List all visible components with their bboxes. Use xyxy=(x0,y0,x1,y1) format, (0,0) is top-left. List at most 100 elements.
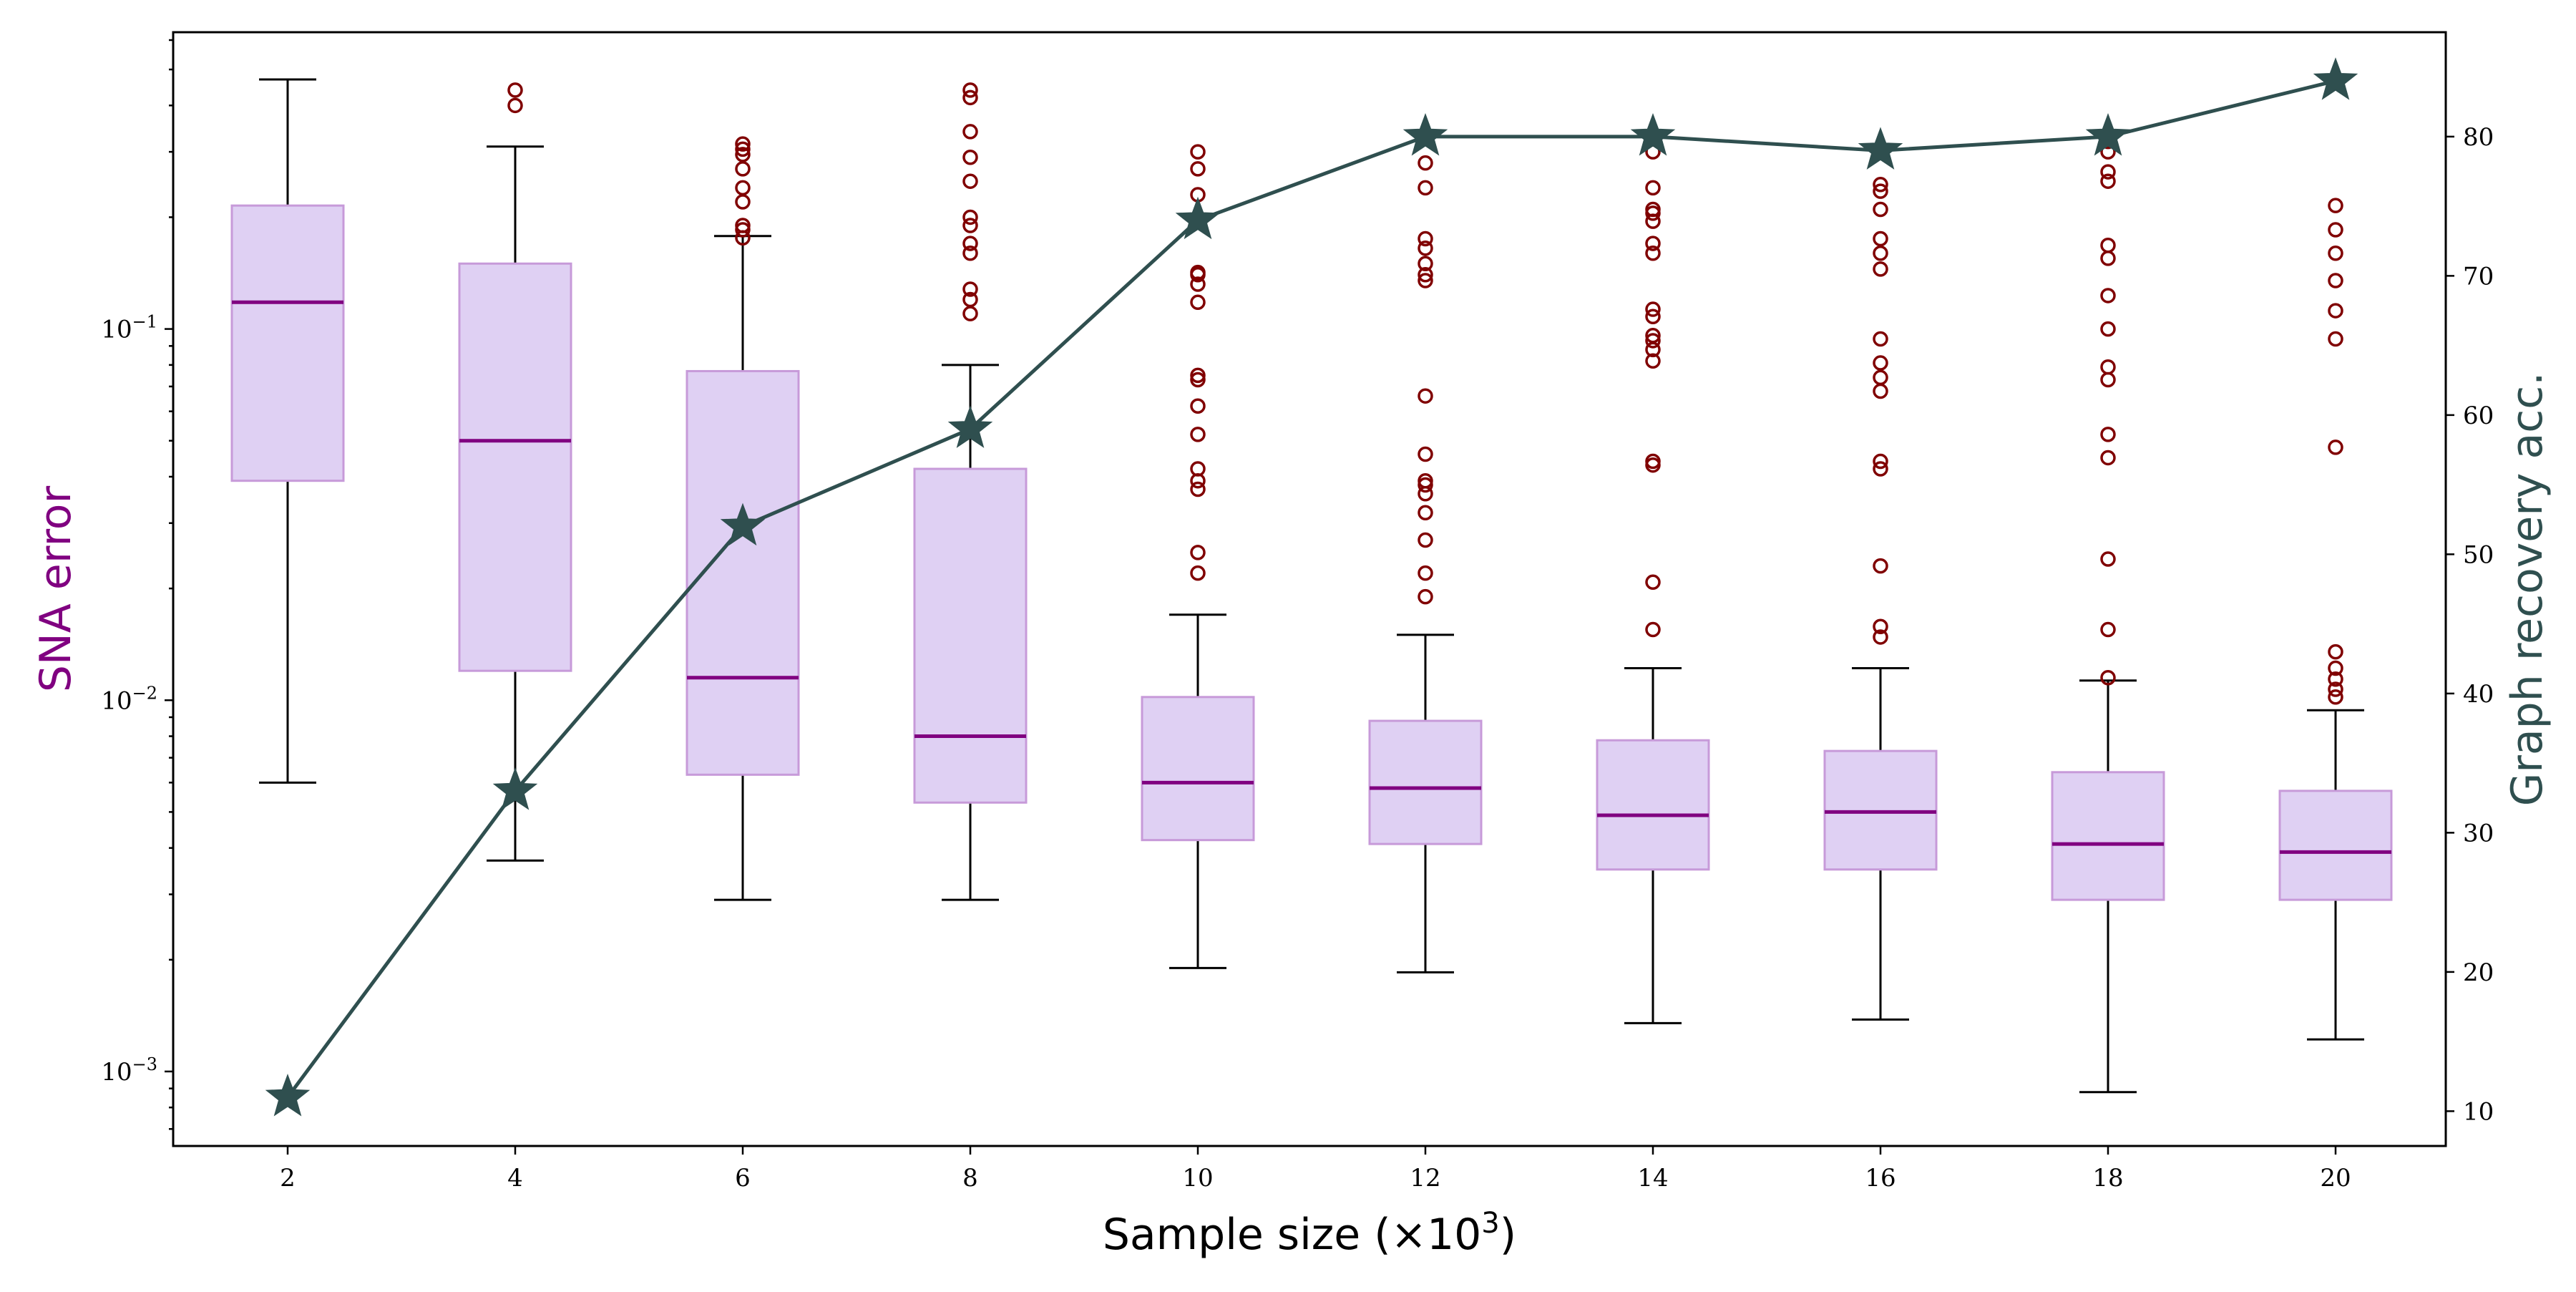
outlier-point xyxy=(962,245,978,261)
outlier-point xyxy=(1873,230,1888,247)
outlier-point xyxy=(507,97,523,114)
outlier-point xyxy=(1645,328,1661,344)
outlier-point xyxy=(1190,481,1206,497)
outlier-point xyxy=(1873,461,1888,477)
right-tick-label: 50 xyxy=(2463,540,2494,569)
outlier-point xyxy=(1645,245,1661,261)
outlier-point xyxy=(735,194,751,210)
outlier-point xyxy=(1418,273,1433,288)
outlier-point xyxy=(962,209,978,225)
outlier-point xyxy=(735,147,751,162)
outlier-point xyxy=(2328,689,2343,705)
outlier-point xyxy=(2100,621,2116,638)
outlier-point xyxy=(1190,294,1206,311)
left-tick-label-base: 10 xyxy=(101,316,132,344)
outlier-point xyxy=(2328,198,2343,213)
outlier-point xyxy=(1190,461,1206,477)
outlier-point xyxy=(735,222,751,238)
outlier-point xyxy=(1873,183,1888,199)
box-group-4 xyxy=(458,82,572,862)
box-group-16 xyxy=(1823,176,1938,1021)
outlier-point xyxy=(962,281,978,297)
left-tick-label: 10−1 xyxy=(101,312,157,344)
outlier-point xyxy=(1418,446,1433,462)
accuracy-star-marker xyxy=(720,502,766,546)
outlier-point xyxy=(1418,256,1433,272)
outlier-point xyxy=(2100,164,2116,180)
x-tick-label: 8 xyxy=(962,1164,978,1193)
right-tick-label: 30 xyxy=(2463,819,2494,847)
accuracy-star-marker xyxy=(1630,112,1676,156)
right-tick-label: 60 xyxy=(2463,402,2494,430)
outlier-point xyxy=(1190,545,1206,560)
x-tick-label: 2 xyxy=(280,1164,296,1193)
outlier-point xyxy=(2328,303,2343,319)
outlier-point xyxy=(1645,309,1661,325)
x-tick-label: 10 xyxy=(1182,1164,1213,1193)
outlier-point xyxy=(2100,371,2116,388)
box-group-8 xyxy=(913,82,1028,901)
outlier-point xyxy=(962,82,978,98)
left-tick-label-base: 10 xyxy=(101,686,132,715)
outlier-point xyxy=(1873,453,1888,470)
accuracy-star-marker xyxy=(265,1074,311,1117)
outlier-point xyxy=(1873,331,1888,347)
outlier-point xyxy=(1873,558,1888,574)
outlier-point xyxy=(1645,180,1661,196)
outlier-point xyxy=(962,89,978,106)
outlier-point xyxy=(2100,427,2116,442)
left-tick-label: 10−3 xyxy=(101,1054,157,1087)
right-tick-label: 10 xyxy=(2463,1097,2494,1126)
box-layer xyxy=(230,78,2393,1094)
outlier-point xyxy=(1190,565,1206,581)
outlier-point xyxy=(1418,532,1433,548)
x-tick-label: 18 xyxy=(2092,1164,2123,1193)
outlier-point xyxy=(1645,333,1661,349)
outlier-point xyxy=(1873,261,1888,277)
outlier-point xyxy=(1645,235,1661,251)
outlier-point xyxy=(1418,505,1433,521)
outlier-point xyxy=(1873,201,1888,218)
outlier-point xyxy=(2100,321,2116,337)
outlier-point xyxy=(507,82,523,98)
outlier-point xyxy=(1418,241,1433,256)
outlier-point xyxy=(1418,267,1433,283)
box-iqr xyxy=(913,467,1028,804)
box-iqr xyxy=(2278,790,2393,901)
outlier-point xyxy=(962,124,978,140)
x-tick-label: 4 xyxy=(507,1164,523,1193)
outlier-point xyxy=(1190,161,1206,177)
outlier-point xyxy=(1418,155,1433,171)
left-tick-label-base: 10 xyxy=(101,1058,132,1087)
outlier-point xyxy=(1873,383,1888,399)
outlier-point xyxy=(1190,371,1206,388)
outlier-point xyxy=(2100,288,2116,303)
left-tick-label-exponent: −2 xyxy=(132,683,157,703)
outlier-point xyxy=(1645,353,1661,369)
outlier-point xyxy=(735,136,751,152)
outlier-point xyxy=(1873,176,1888,193)
box-iqr xyxy=(1368,719,1483,845)
accuracy-star-marker xyxy=(492,767,538,810)
outlier-point xyxy=(1418,472,1433,489)
box-iqr xyxy=(1141,696,1255,842)
x-tick-label: 14 xyxy=(1637,1164,1668,1193)
box-iqr xyxy=(2051,771,2165,901)
outlier-point xyxy=(2328,273,2343,288)
right-y-axis-label: Graph recovery acc. xyxy=(2502,372,2552,807)
x-axis-label-exponent: 3 xyxy=(1481,1207,1499,1240)
accuracy-star-marker xyxy=(1858,127,1903,170)
outlier-point xyxy=(2100,237,2116,253)
accuracy-line xyxy=(286,79,2336,1099)
outlier-point xyxy=(2100,450,2116,466)
outlier-point xyxy=(2328,439,2343,455)
outlier-point xyxy=(735,218,751,233)
accuracy-star-marker xyxy=(1175,196,1221,240)
outlier-point xyxy=(962,173,978,189)
x-tick-label: 16 xyxy=(1865,1164,1896,1193)
box-group-14 xyxy=(1596,144,1710,1024)
outlier-point xyxy=(1873,355,1888,371)
right-tick-label: 20 xyxy=(2463,958,2494,987)
